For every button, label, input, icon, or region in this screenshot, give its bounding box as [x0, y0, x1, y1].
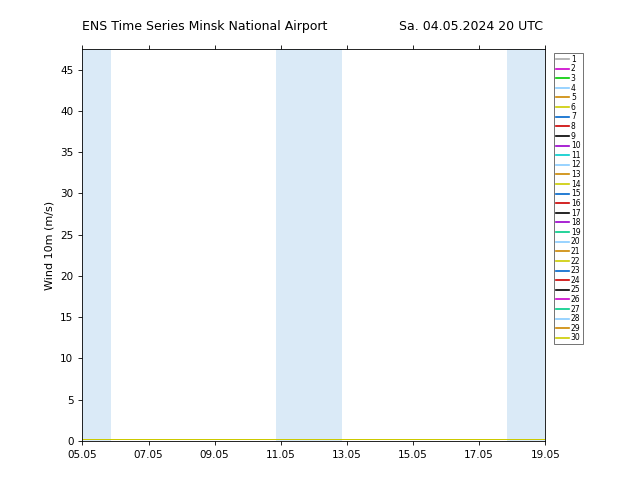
Bar	[82, 49, 110, 441]
Text: Sa. 04.05.2024 20 UTC: Sa. 04.05.2024 20 UTC	[399, 20, 543, 33]
Legend: 1, 2, 3, 4, 5, 6, 7, 8, 9, 10, 11, 12, 13, 14, 15, 16, 17, 18, 19, 20, 21, 22, 2: 1, 2, 3, 4, 5, 6, 7, 8, 9, 10, 11, 12, 1…	[553, 53, 583, 344]
Text: ENS Time Series Minsk National Airport: ENS Time Series Minsk National Airport	[82, 20, 328, 33]
Y-axis label: Wind 10m (m/s): Wind 10m (m/s)	[44, 200, 55, 290]
Bar	[276, 49, 342, 441]
Bar	[507, 49, 545, 441]
